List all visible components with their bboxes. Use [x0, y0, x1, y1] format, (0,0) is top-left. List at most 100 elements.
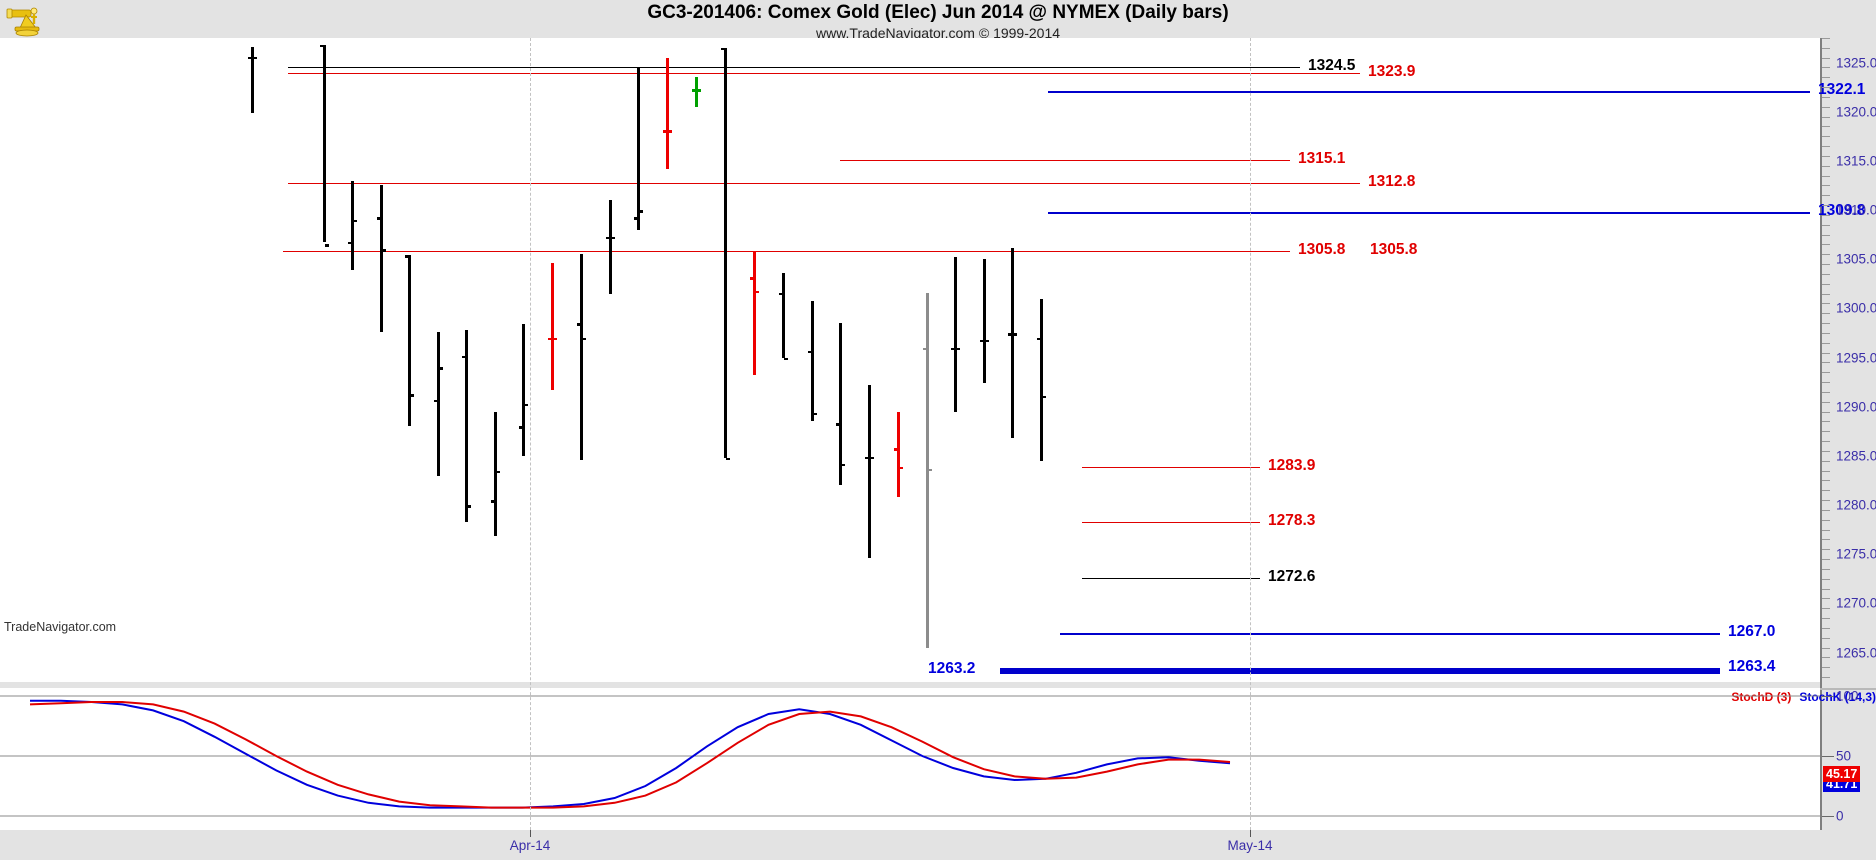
price-axis-tick	[1822, 87, 1830, 89]
price-level-line[interactable]	[288, 182, 1360, 184]
price-axis-tick	[1822, 450, 1830, 452]
bar-range-stem	[380, 185, 383, 332]
ohlc-bar[interactable]	[491, 411, 501, 537]
price-level-line[interactable]	[1082, 577, 1260, 579]
bar-close-tick	[696, 89, 701, 92]
price-level-line[interactable]	[840, 159, 1290, 161]
price-axis-tick	[1822, 421, 1830, 423]
bar-close-tick	[927, 468, 932, 472]
price-axis-tick	[1822, 342, 1830, 344]
ohlc-bar[interactable]	[923, 292, 933, 648]
price-axis-tick	[1822, 323, 1830, 325]
price-chart-pane[interactable]	[0, 38, 1820, 682]
bar-open-tick	[923, 347, 927, 351]
price-level-label: 1305.8	[1370, 241, 1418, 259]
price-level-line[interactable]	[1082, 466, 1260, 468]
bar-range-stem	[465, 330, 468, 522]
ohlc-bar[interactable]	[1008, 248, 1018, 439]
price-level-line[interactable]	[1082, 521, 1260, 523]
price-level-line[interactable]	[288, 67, 1300, 69]
month-gridline	[530, 38, 531, 830]
bar-open-tick	[779, 292, 783, 296]
ohlc-bar[interactable]	[1037, 298, 1047, 461]
price-axis-label: 1265.0	[1836, 645, 1876, 660]
ohlc-bar[interactable]	[634, 67, 644, 230]
indicator-axis-label: 100	[1836, 688, 1859, 704]
bar-open-tick	[348, 241, 352, 245]
price-axis-tick	[1822, 106, 1830, 108]
ohlc-bar[interactable]	[721, 47, 731, 461]
price-axis-label: 1275.0	[1836, 546, 1876, 562]
date-axis-pane	[0, 830, 1876, 860]
price-axis-tick	[1822, 667, 1830, 669]
ohlc-bar[interactable]	[462, 330, 472, 522]
price-level-label: 1283.9	[1268, 456, 1316, 474]
bar-range-stem	[666, 57, 669, 169]
bar-open-tick	[692, 89, 696, 92]
price-level-line[interactable]	[1000, 672, 1720, 675]
ohlc-bar[interactable]	[548, 263, 558, 390]
indicator-axis-tick	[1822, 816, 1834, 817]
bar-open-tick	[434, 399, 438, 403]
bar-range-stem	[724, 47, 727, 458]
ohlc-bar[interactable]	[519, 324, 529, 456]
price-axis-tick	[1822, 411, 1830, 413]
price-axis-tick	[1822, 47, 1830, 49]
price-level-line[interactable]	[283, 251, 1290, 253]
price-level-label: 1324.5	[1308, 57, 1356, 75]
price-level-line[interactable]	[1048, 91, 1810, 94]
ohlc-bar[interactable]	[606, 200, 616, 294]
price-axis-pane[interactable]	[1820, 38, 1876, 830]
bar-range-stem	[437, 331, 440, 476]
price-axis-tick	[1822, 175, 1830, 177]
ohlc-bar[interactable]	[348, 180, 358, 271]
price-axis-tick	[1822, 214, 1830, 216]
bar-close-tick	[984, 339, 989, 343]
price-level-line[interactable]	[288, 73, 1360, 75]
bar-close-tick	[409, 393, 414, 397]
price-axis-tick	[1822, 116, 1830, 118]
price-level-line[interactable]	[1000, 670, 1720, 673]
stochastic-line[interactable]	[30, 699, 1231, 809]
bar-close-tick	[352, 219, 357, 223]
price-level-line[interactable]	[1060, 632, 1720, 635]
bar-open-tick	[1037, 337, 1041, 341]
ohlc-bar[interactable]	[750, 251, 760, 376]
price-axis-label: 1305.0	[1836, 251, 1876, 267]
bar-range-stem	[782, 272, 785, 358]
stoch-d-value-badge: 45.17	[1823, 766, 1861, 782]
ohlc-bar[interactable]	[808, 300, 818, 422]
ohlc-bar[interactable]	[663, 57, 673, 169]
ohlc-bar[interactable]	[951, 257, 961, 412]
ohlc-bar[interactable]	[434, 331, 444, 476]
ohlc-bar[interactable]	[980, 259, 990, 384]
bar-open-tick	[894, 447, 898, 451]
bar-range-stem	[408, 255, 411, 427]
ohlc-bar[interactable]	[836, 323, 846, 486]
ohlc-bar[interactable]	[865, 385, 875, 559]
ohlc-bar[interactable]	[577, 254, 587, 460]
price-axis-tick	[1822, 578, 1830, 580]
price-axis-tick	[1822, 38, 1830, 39]
ohlc-bar[interactable]	[405, 255, 415, 427]
price-axis-tick	[1822, 480, 1830, 482]
stochastic-line[interactable]	[29, 701, 1231, 809]
ohlc-bar[interactable]	[894, 411, 904, 498]
price-level-line[interactable]	[1048, 212, 1810, 215]
ohlc-bar[interactable]	[377, 185, 387, 332]
stochastic-pane[interactable]	[0, 688, 1820, 830]
bar-range-stem	[494, 411, 497, 537]
ohlc-bar[interactable]	[692, 77, 702, 107]
ohlc-bar[interactable]	[320, 44, 330, 248]
bar-close-tick	[610, 236, 615, 240]
ohlc-bar[interactable]	[248, 46, 258, 113]
price-level-line[interactable]	[1000, 668, 1720, 671]
bar-open-tick	[865, 456, 869, 460]
bar-range-stem	[522, 324, 525, 456]
ohlc-bar[interactable]	[779, 272, 789, 361]
price-axis-label: 1295.0	[1836, 350, 1876, 366]
stoch-d-legend: StochD (3)	[1731, 690, 1792, 704]
bar-open-tick	[951, 347, 955, 351]
bar-close-tick	[1012, 332, 1017, 336]
bar-close-tick	[495, 470, 500, 474]
